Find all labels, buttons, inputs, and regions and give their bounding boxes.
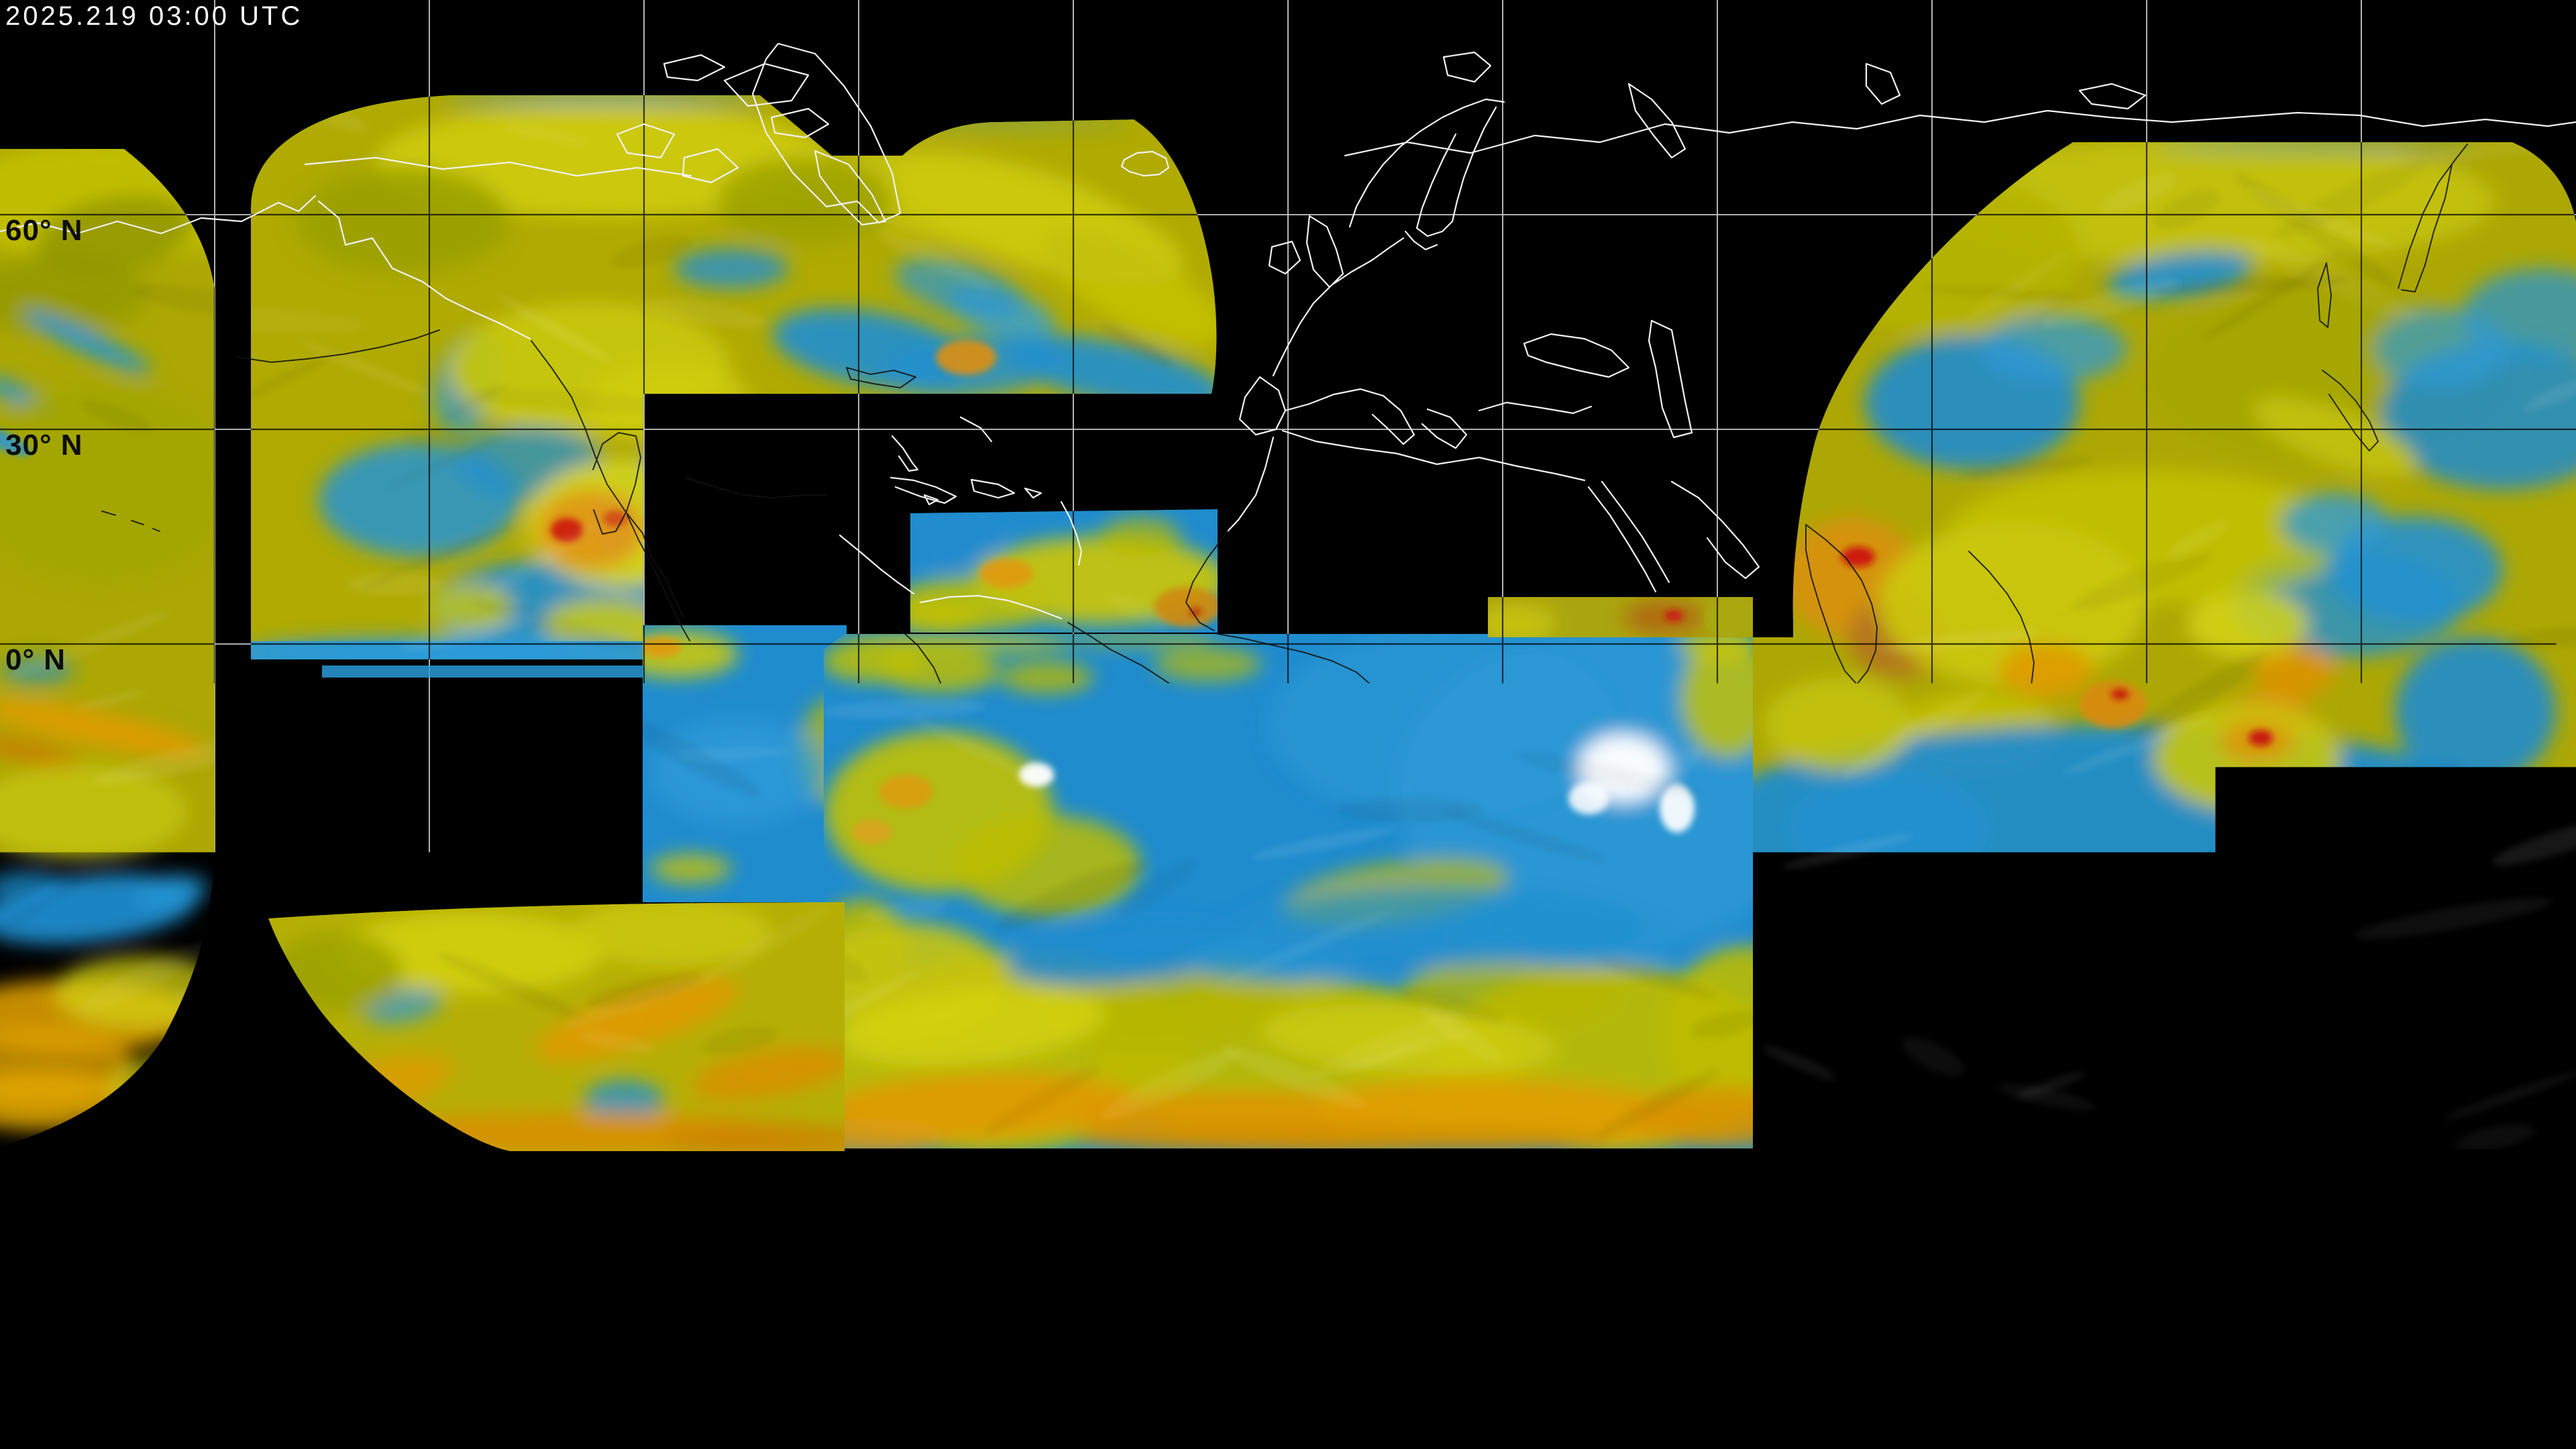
svg-text:240: 240 bbox=[1222, 1343, 1266, 1371]
svg-text:270: 270 bbox=[1485, 1343, 1529, 1371]
svg-text:30° S: 30° S bbox=[5, 858, 81, 891]
svg-text:0° N: 0° N bbox=[5, 643, 66, 676]
svg-text:2025.219 03:00 UTC: 2025.219 03:00 UTC bbox=[5, 1, 303, 31]
svg-text:210: 210 bbox=[959, 1343, 1003, 1371]
svg-text:220: 220 bbox=[1047, 1343, 1091, 1371]
svg-text:280: 280 bbox=[1573, 1343, 1617, 1371]
svg-text:Brightness Temperature in 6.75: Brightness Temperature in 6.75um, Kelvin bbox=[965, 1378, 1621, 1407]
svg-text:180: 180 bbox=[696, 1343, 740, 1371]
svg-text:30° N: 30° N bbox=[5, 429, 83, 462]
svg-text:300: 300 bbox=[1749, 1343, 1792, 1371]
svg-text:310: 310 bbox=[1837, 1343, 1880, 1371]
svg-text:200: 200 bbox=[871, 1343, 915, 1371]
svg-text:260: 260 bbox=[1398, 1343, 1442, 1371]
svg-text:230: 230 bbox=[1134, 1343, 1178, 1371]
svg-text:250: 250 bbox=[1310, 1343, 1354, 1371]
svg-text:60° N: 60° N bbox=[5, 214, 83, 247]
svg-text:190: 190 bbox=[784, 1343, 827, 1371]
svg-text:180: 180 bbox=[171, 1343, 215, 1371]
svg-text:290: 290 bbox=[1661, 1343, 1705, 1371]
svg-text:60° S: 60° S bbox=[5, 1073, 81, 1106]
